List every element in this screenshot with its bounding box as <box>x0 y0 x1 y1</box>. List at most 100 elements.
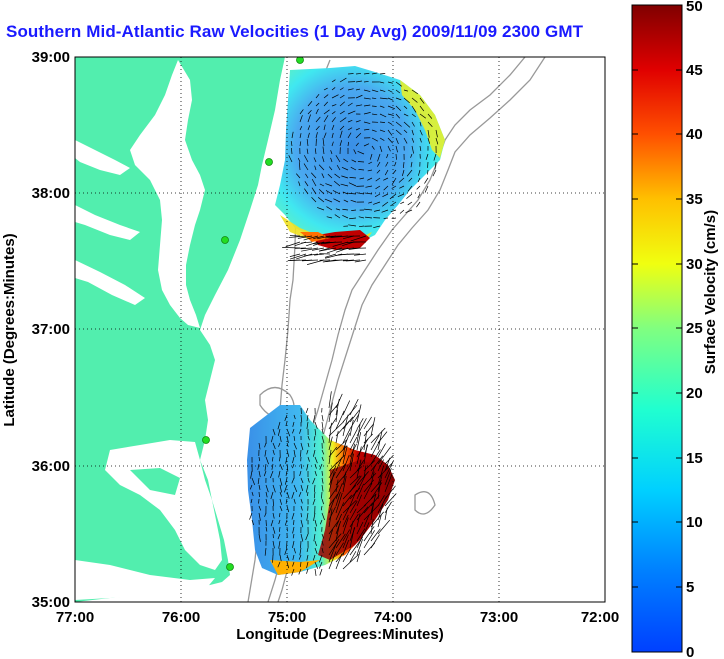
velocity-vector <box>314 463 317 469</box>
velocity-vector <box>306 421 309 430</box>
velocity-vector <box>347 102 353 107</box>
velocity-vectors <box>249 72 439 577</box>
y-tick-label: 37:00 <box>32 321 70 338</box>
velocity-vector <box>314 519 317 527</box>
velocity-vector <box>342 414 349 437</box>
velocity-vector <box>363 472 377 486</box>
velocity-vector <box>355 127 360 131</box>
velocity-vector <box>356 550 361 563</box>
velocity-vector <box>377 495 385 507</box>
velocity-vector <box>363 81 369 83</box>
velocity-vector <box>371 89 379 93</box>
velocity-vector <box>306 138 309 147</box>
velocity-vector <box>318 554 323 563</box>
velocity-vector <box>321 421 324 430</box>
velocity-vector <box>293 547 296 554</box>
velocity-vector <box>395 105 402 111</box>
velocity-vector <box>342 416 354 430</box>
velocity-vector <box>314 421 318 429</box>
velocity-vector <box>340 183 349 187</box>
velocity-vector <box>264 449 267 457</box>
velocity-vector <box>331 94 339 99</box>
velocity-vector <box>279 505 283 512</box>
velocity-vector <box>339 125 345 131</box>
velocity-vector <box>323 109 330 115</box>
velocity-vector <box>368 201 373 204</box>
colorbar-gradient <box>631 4 683 653</box>
velocity-vector <box>370 439 381 458</box>
velocity-vector <box>394 161 397 167</box>
velocity-vector <box>377 504 384 521</box>
y-axis-label: Latitude (Degrees:Minutes) <box>1 233 18 426</box>
velocity-vector <box>387 129 393 136</box>
velocity-vector <box>286 463 289 472</box>
velocity-vector <box>328 436 333 451</box>
velocity-vector <box>313 512 316 521</box>
velocity-vector <box>370 466 375 479</box>
velocity-vector <box>328 551 337 570</box>
velocity-vector <box>331 141 334 147</box>
velocity-vector <box>379 89 386 92</box>
velocity-vector <box>408 177 413 182</box>
velocity-vector <box>379 137 385 141</box>
velocity-vector <box>307 491 309 497</box>
velocity-vector <box>371 105 377 107</box>
velocity-vector <box>289 253 307 260</box>
velocity-vector <box>325 183 333 187</box>
velocity-vector <box>258 512 261 521</box>
velocity-vector <box>339 117 347 123</box>
velocity-vector <box>301 241 313 244</box>
velocity-vector <box>356 404 362 423</box>
velocity-vector <box>314 148 317 155</box>
velocity-vector <box>332 190 341 195</box>
velocity-vector <box>331 117 336 123</box>
velocity-vector <box>347 88 354 91</box>
velocity-vector <box>286 442 289 447</box>
velocity-vector <box>333 180 341 187</box>
velocity-vector <box>319 568 323 576</box>
velocity-vector <box>317 207 325 211</box>
velocity-vector <box>403 97 410 104</box>
velocity-vector <box>411 97 418 103</box>
velocity-vector <box>359 177 365 180</box>
velocity-vector <box>328 422 332 444</box>
velocity-vector <box>427 137 431 144</box>
velocity-vector <box>327 173 333 179</box>
velocity-vector <box>313 157 317 163</box>
velocity-vector <box>279 477 283 486</box>
velocity-vector <box>264 442 267 448</box>
velocity-vector <box>249 512 253 520</box>
velocity-vector <box>318 247 337 252</box>
velocity-vector <box>306 554 309 561</box>
x-tick-label: 72:00 <box>581 609 619 626</box>
velocity-vector <box>314 540 317 547</box>
colorbar-tick: 45 <box>686 62 703 79</box>
velocity-vector <box>339 110 345 115</box>
velocity-vector <box>384 485 396 500</box>
velocity-vector <box>395 137 399 145</box>
velocity-vector <box>321 449 325 455</box>
velocity-vector <box>349 443 355 465</box>
velocity-vector <box>395 113 401 119</box>
velocity-vector <box>331 132 334 139</box>
velocity-vector <box>272 498 275 507</box>
velocity-vector <box>300 533 304 542</box>
velocity-vector <box>342 505 351 521</box>
velocity-vector <box>277 533 281 540</box>
velocity-vector <box>387 145 391 152</box>
velocity-vector <box>342 539 349 556</box>
velocity-vector <box>328 541 338 563</box>
velocity-vector <box>377 161 381 167</box>
velocity-vector <box>398 177 405 183</box>
velocity-vector <box>411 137 415 143</box>
velocity-vector <box>359 225 365 228</box>
velocity-vector <box>313 484 316 492</box>
velocity-vector <box>314 526 317 532</box>
velocity-vector <box>315 116 321 123</box>
velocity-vector <box>342 215 349 219</box>
velocity-vector <box>330 235 349 238</box>
velocity-vector <box>314 456 318 464</box>
velocity-vector <box>279 554 282 562</box>
velocity-vector <box>425 153 429 160</box>
velocity-vector <box>300 512 302 518</box>
